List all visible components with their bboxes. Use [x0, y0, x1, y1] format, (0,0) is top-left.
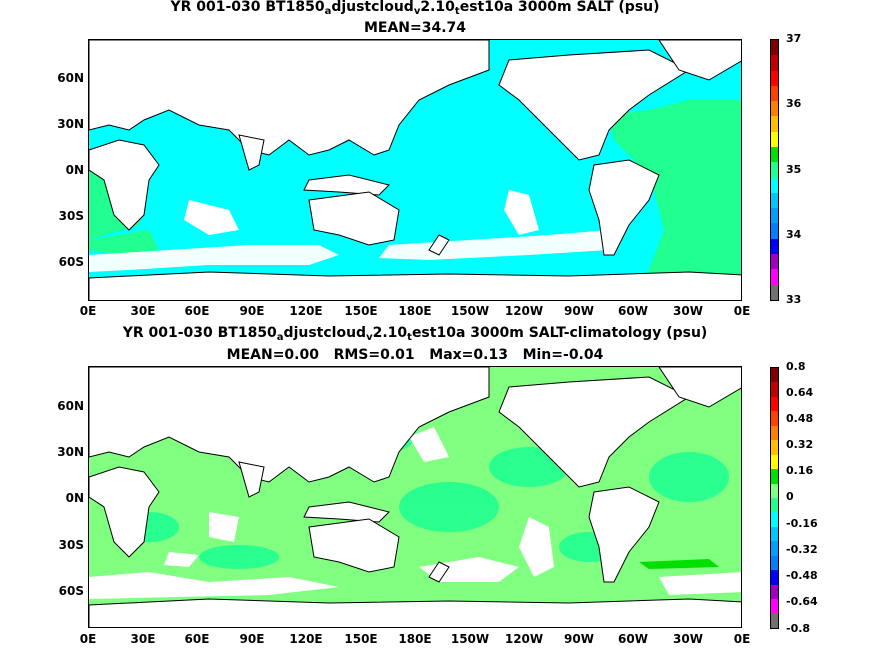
- panel1-subtitle: MEAN=34.74: [363, 20, 467, 36]
- colorbar-swatch: [771, 570, 778, 585]
- panel2-ylabel-60s: 60S: [58, 584, 84, 598]
- panel2-ylabel-60n: 60N: [57, 399, 84, 413]
- colorbar-swatch: [771, 55, 778, 71]
- panel1-ylabel-0n: 0N: [65, 163, 84, 177]
- colorbar-swatch: [771, 208, 778, 224]
- colorbar-swatch: [771, 116, 778, 132]
- panel1-xlabel: 90W: [564, 304, 594, 318]
- colorbar-swatch: [771, 146, 778, 163]
- panel2-ylabel-30s: 30S: [58, 538, 84, 552]
- panel2-xlabel: 90E: [239, 632, 265, 646]
- colorbar-swatch: [771, 584, 778, 599]
- panel2-colorbar-label: 0.8: [786, 360, 806, 373]
- panel2-xlabel: 150W: [450, 632, 490, 646]
- colorbar-swatch: [771, 284, 778, 300]
- panel2-colorbar-label: -0.48: [786, 569, 818, 582]
- panel1-colorbar-label: 34: [786, 228, 802, 241]
- panel1-xlabel: 60W: [618, 304, 648, 318]
- panel1-map: [88, 39, 742, 301]
- panel2-colorbar-label: -0.16: [786, 517, 818, 530]
- colorbar-swatch: [771, 454, 778, 470]
- colorbar-swatch: [771, 382, 778, 397]
- panel1-xlabel: 60E: [184, 304, 210, 318]
- panel2-colorbar-label: 0.32: [786, 438, 814, 451]
- panel1-title: YR 001-030 BT1850adjustcloudv2.10test10a…: [170, 0, 660, 17]
- panel2-subtitle: MEAN=0.00 RMS=0.01 Max=0.13 Min=-0.04: [226, 347, 604, 363]
- panel2-colorbar-label: 0.48: [786, 412, 814, 425]
- colorbar-swatch: [771, 368, 778, 383]
- panel2-xlabel: 150E: [344, 632, 378, 646]
- colorbar-swatch: [771, 512, 778, 527]
- colorbar-swatch: [771, 555, 778, 571]
- panel1-ylabel-60s: 60S: [58, 255, 84, 269]
- panel2-xlabel: 30W: [673, 632, 703, 646]
- panel2-ylabel-0n: 0N: [65, 491, 84, 505]
- colorbar-swatch: [771, 526, 778, 542]
- colorbar-swatch: [771, 177, 778, 193]
- colorbar-swatch: [771, 101, 778, 117]
- panel1-xlabel: 0E: [733, 304, 751, 318]
- panel2-colorbar-label: 0.16: [786, 464, 814, 477]
- panel1-ylabel-30n: 30N: [57, 117, 84, 131]
- panel1-xlabel: 0E: [79, 304, 97, 318]
- panel2-colorbar-label: 0.64: [786, 386, 814, 399]
- panel2-xlabel: 30E: [130, 632, 156, 646]
- colorbar-swatch: [771, 238, 778, 254]
- colorbar-swatch: [771, 70, 778, 86]
- panel1-xlabel: 120E: [289, 304, 323, 318]
- panel1-colorbar-label: 37: [786, 32, 802, 45]
- panel2-xlabel: 60W: [618, 632, 648, 646]
- colorbar-swatch: [771, 613, 778, 628]
- colorbar-swatch: [771, 497, 778, 513]
- panel1-xlabel: 150E: [344, 304, 378, 318]
- colorbar-swatch: [771, 469, 778, 484]
- colorbar-swatch: [771, 483, 778, 498]
- panel1-xlabel: 120W: [504, 304, 544, 318]
- panel1-xlabel: 30E: [130, 304, 156, 318]
- panel1-colorbar-label: 36: [786, 97, 802, 110]
- colorbar-swatch: [771, 411, 778, 426]
- panel1-xlabel: 150W: [450, 304, 490, 318]
- panel1-xlabel: 30W: [673, 304, 703, 318]
- panel2-colorbar: [770, 367, 779, 629]
- panel2-xlabel: 120E: [289, 632, 323, 646]
- colorbar-swatch: [771, 85, 778, 102]
- panel2-colorbar-label: -0.64: [786, 595, 818, 608]
- panel2-ylabel-30n: 30N: [57, 445, 84, 459]
- panel2-xlabel: 120W: [504, 632, 544, 646]
- panel2-xlabel: 60E: [184, 632, 210, 646]
- panel2-xlabel: 0E: [733, 632, 751, 646]
- panel2-colorbar-label: 0: [786, 490, 794, 503]
- panel2-xlabel: 90W: [564, 632, 594, 646]
- panel1-colorbar-label: 35: [786, 163, 802, 176]
- panel1-xlabel: 180E: [398, 304, 432, 318]
- colorbar-swatch: [771, 599, 778, 614]
- panel2-title: YR 001-030 BT1850adjustcloudv2.10test10a…: [122, 325, 708, 343]
- colorbar-swatch: [771, 40, 778, 56]
- panel2-map: [88, 366, 742, 628]
- colorbar-swatch: [771, 269, 778, 285]
- colorbar-swatch: [771, 541, 778, 556]
- panel2-colorbar-label: -0.8: [786, 622, 811, 635]
- panel1-colorbar: [770, 39, 779, 301]
- colorbar-swatch: [771, 425, 778, 441]
- colorbar-swatch: [771, 223, 778, 239]
- colorbar-swatch: [771, 440, 778, 455]
- colorbar-swatch: [771, 162, 778, 178]
- panel1-xlabel: 90E: [239, 304, 265, 318]
- panel2-xlabel: 0E: [79, 632, 97, 646]
- panel1-ylabel-60n: 60N: [57, 71, 84, 85]
- panel1-ylabel-30s: 30S: [58, 209, 84, 223]
- colorbar-swatch: [771, 253, 778, 270]
- panel2-colorbar-label: -0.32: [786, 543, 818, 556]
- colorbar-swatch: [771, 131, 778, 147]
- colorbar-swatch: [771, 396, 778, 412]
- colorbar-swatch: [771, 192, 778, 209]
- panel1-colorbar-label: 33: [786, 293, 802, 306]
- panel2-xlabel: 180E: [398, 632, 432, 646]
